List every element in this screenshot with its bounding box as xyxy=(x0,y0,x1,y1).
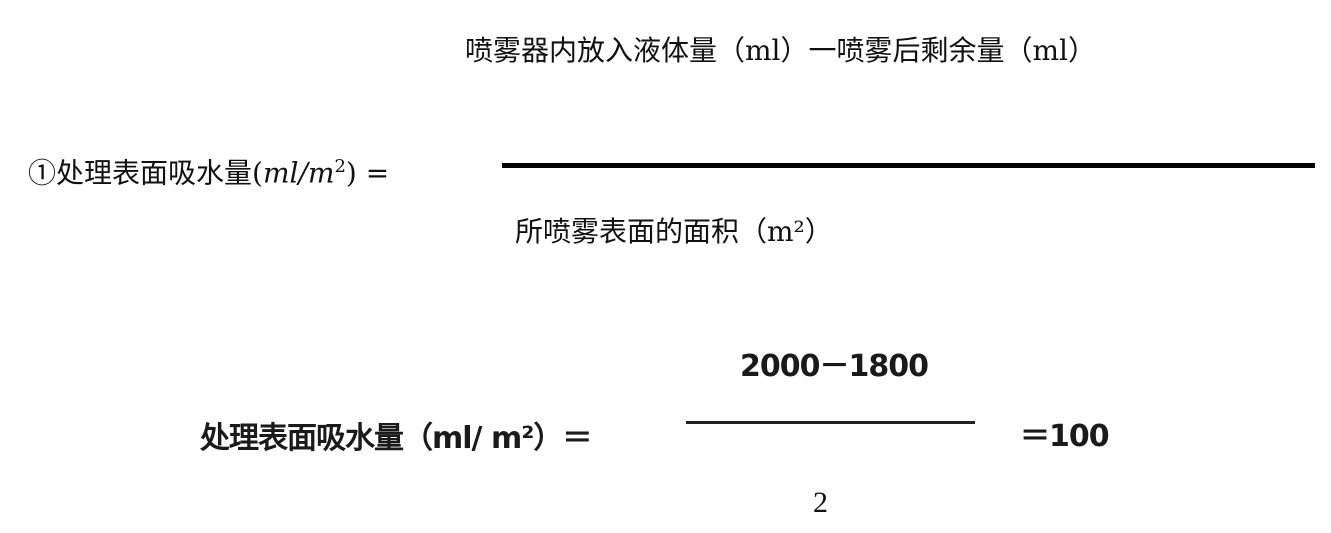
formula-2-label: 处理表面吸水量（ml/ m²）＝ xyxy=(200,421,592,456)
formula-1-label: ①处理表面吸水量(ml/m2) = xyxy=(28,158,389,187)
formula-1-fraction-bar xyxy=(502,163,1315,168)
formula-2-numerator: 2000－1800 xyxy=(740,349,929,384)
unit-open: ( xyxy=(252,156,263,190)
unit-text: ml/m xyxy=(262,156,335,190)
formula-1-denominator: 所喷雾表面的面积（m²） xyxy=(515,215,833,248)
formula-1-numerator: 喷雾器内放入液体量（ml）一喷雾后剩余量（ml） xyxy=(465,34,1097,67)
unit-close: ) = xyxy=(345,156,390,190)
unit-superscript: 2 xyxy=(334,156,346,177)
formula-2-result: ＝100 xyxy=(1020,419,1110,454)
formula-2-denominator: 2 xyxy=(813,486,828,519)
formula-1-label-text: ①处理表面吸水量 xyxy=(28,156,253,190)
formula-2-fraction-bar xyxy=(686,421,975,424)
